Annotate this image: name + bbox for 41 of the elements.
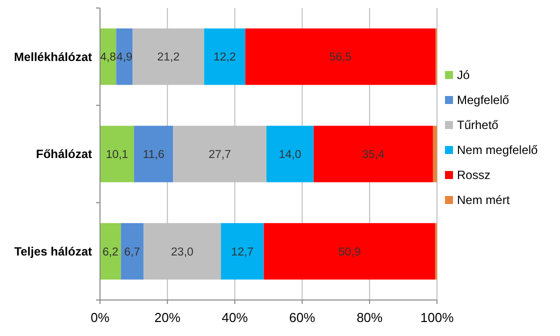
data-label: 23,0: [171, 246, 194, 258]
legend-label: Megfelelő: [457, 93, 510, 108]
legend-label: Nem mért: [457, 193, 510, 208]
bar: [134, 126, 174, 182]
bar: [245, 28, 436, 85]
data-label: 35,4: [362, 149, 386, 162]
bar: [314, 126, 433, 182]
bar: [100, 126, 134, 182]
data-label: 12,7: [231, 246, 254, 258]
data-label: 6,2: [102, 246, 118, 258]
bar: [264, 223, 436, 280]
legend-label: Rossz: [457, 168, 490, 182]
bar: [116, 28, 133, 85]
bar: [220, 223, 264, 280]
x-tick-label: 0%: [90, 310, 110, 325]
data-label: 11,6: [142, 149, 164, 162]
data-label: 4,9: [116, 52, 132, 64]
legend-label: Jó: [457, 68, 470, 82]
data-label: 50,9: [338, 246, 361, 258]
bar: [120, 223, 144, 280]
data-label: 56,5: [329, 52, 352, 64]
bar: [266, 126, 314, 182]
bar: [100, 223, 121, 280]
data-label: 10,1: [106, 149, 128, 162]
data-label: 27,7: [208, 149, 231, 162]
y-tick-label: Teljes hálózat: [14, 244, 92, 259]
x-tick-label: 20%: [154, 310, 181, 325]
bar: [204, 28, 246, 85]
bar: [432, 126, 437, 182]
legend-label: Tűrhető: [457, 118, 499, 132]
legend-label: Nem megfelelő: [457, 143, 538, 158]
y-tick-label: Mellékhálózat: [14, 50, 92, 64]
data-label: 14,0: [278, 149, 302, 162]
data-label: 21,2: [157, 52, 180, 64]
y-tick-label: Főhálózat: [36, 147, 92, 162]
data-label: 12,2: [213, 52, 236, 64]
x-tick-label: 80%: [356, 310, 384, 325]
x-tick-label: 40%: [222, 310, 248, 325]
x-tick-label: 60%: [289, 310, 316, 325]
data-label: 6,7: [124, 246, 140, 258]
x-tick-label: 100%: [420, 310, 454, 325]
